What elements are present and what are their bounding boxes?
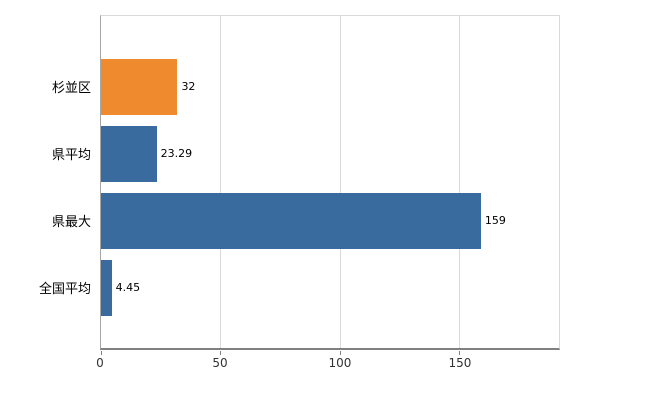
bar-row: 全国平均 4.45 [39,254,559,321]
bar-rows: 杉並区 32 県平均 23.29 県最大 159 全国平均 4.45 [39,16,559,348]
bar [101,192,481,249]
category-label: 県最大 [51,215,91,230]
category-label: 県平均 [51,148,91,163]
x-axis-tick-labels: 0 50 100 150 [96,356,560,374]
x-tick-mark [339,351,341,355]
value-label: 159 [484,214,506,227]
gridline [339,16,341,348]
value-label: 32 [181,80,196,93]
category-label: 杉並区 [51,81,91,96]
x-tick-mark [220,351,222,355]
x-tick-mark [459,351,461,355]
bar [101,125,157,182]
bar [101,259,112,316]
value-label: 23.29 [160,147,193,160]
x-tick-label: 100 [328,356,352,370]
x-tick-mark [101,351,102,355]
category-label: 全国平均 [38,282,91,297]
value-label: 4.45 [115,281,141,294]
x-tick-label: 0 [96,356,104,370]
x-tick-label: 50 [212,356,228,370]
bar-row: 県最大 159 [52,187,559,254]
gridline [459,16,461,348]
x-tick-label: 150 [448,356,472,370]
bar [101,58,178,115]
bar-row: 杉並区 32 [52,53,559,120]
plot-area: 杉並区 32 県平均 23.29 県最大 159 全国平均 4.45 [39,15,560,355]
gridline [220,16,222,348]
bar-row: 県平均 23.29 [52,120,559,187]
